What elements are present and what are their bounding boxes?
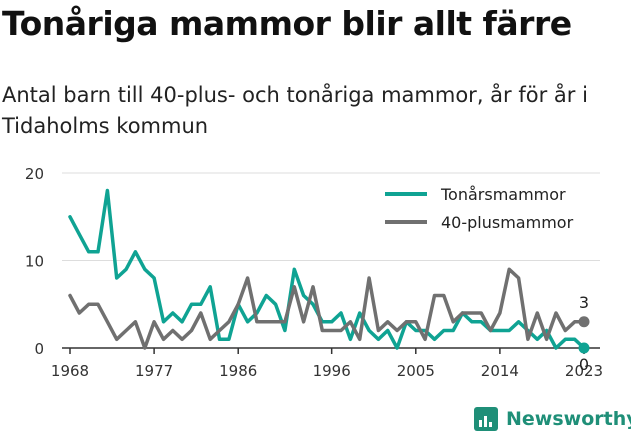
footer-brand: Newsworthy [474, 407, 631, 431]
legend: Tonårsmammor 40-plusmammor [385, 185, 574, 232]
newsworthy-logo-icon [474, 407, 498, 431]
chart-title: Tonåriga mammor blir allt färre [2, 4, 572, 43]
x-tick-label: 1986 [219, 362, 257, 380]
y-tick-label: 10 [25, 253, 44, 271]
x-tick-label: 2014 [481, 362, 519, 380]
brand-name: Newsworthy [506, 408, 631, 430]
x-tick-label: 1968 [51, 362, 89, 380]
x-tick-label: 1977 [135, 362, 173, 380]
y-tick-label: 20 [25, 165, 44, 183]
series-lines: 03 [68, 188, 590, 374]
x-tick-label: 2023 [565, 362, 603, 380]
tick-labels: 0 10 20 1968 1977 1986 1996 2005 2014 2023 [25, 165, 603, 380]
x-tick-label: 2005 [397, 362, 435, 380]
end-point-marker [578, 342, 590, 354]
y-gridlines [62, 172, 600, 261]
end-value-label: 3 [579, 293, 589, 312]
y-tick-label: 0 [34, 340, 44, 358]
series-line-tonarsmammor [68, 188, 586, 350]
x-axis [62, 347, 600, 354]
end-point-marker [578, 316, 590, 328]
end-value-label: 0 [579, 355, 589, 374]
legend-label: 40-plusmammor [441, 213, 574, 232]
legend-label: Tonårsmammor [440, 185, 566, 204]
series-line-40-plusmammor [68, 267, 586, 350]
chart-subtitle: Antal barn till 40-plus- och tonåriga ma… [2, 83, 588, 138]
x-tick-label: 1996 [313, 362, 351, 380]
